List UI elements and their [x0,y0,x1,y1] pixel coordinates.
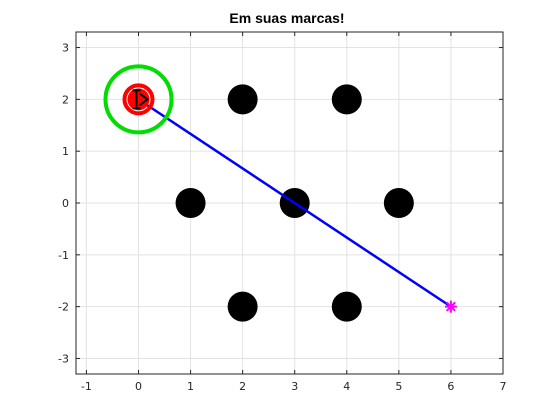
y-tick-label: 1 [62,145,69,158]
robot-heading [138,92,150,107]
start-position-marker [122,83,155,116]
x-tick-label: 4 [343,380,350,393]
goal-marker [444,300,457,313]
robot-icon [132,89,150,110]
x-tick-label: 3 [291,380,298,393]
start-position-fill [127,88,150,111]
x-tick-label: 0 [135,380,142,393]
tick-layer: -1 0 1 2 3 4 5 6 7 -3 -2 -1 0 1 2 3 [58,32,507,393]
obstacle-marker [331,84,362,115]
y-tick-label: -1 [58,249,69,262]
y-tick-label: 2 [62,93,69,106]
y-tick-label: -2 [58,301,69,314]
x-tick-label: 5 [395,380,402,393]
obstacle-marker [227,84,258,115]
obstacle-marker [175,188,206,218]
path-line [137,98,452,308]
obstacle-marker [227,291,258,322]
obstacle-marker [331,291,362,322]
start-ring-marker [103,64,174,135]
x-tick-label: 2 [239,380,246,393]
goal-marker-stroke [445,301,456,312]
x-tick-label: -1 [81,380,92,393]
y-tick-label: 3 [62,42,69,55]
x-tick-label: 6 [447,380,454,393]
x-tick-label: 1 [187,380,194,393]
chart-title: Em suas marcas! [229,10,344,26]
data-layer [103,64,457,322]
obstacle-marker [383,188,414,218]
y-tick-label: 0 [62,197,69,210]
x-tick-label: 7 [500,380,507,393]
y-tick-label: -3 [58,352,69,365]
